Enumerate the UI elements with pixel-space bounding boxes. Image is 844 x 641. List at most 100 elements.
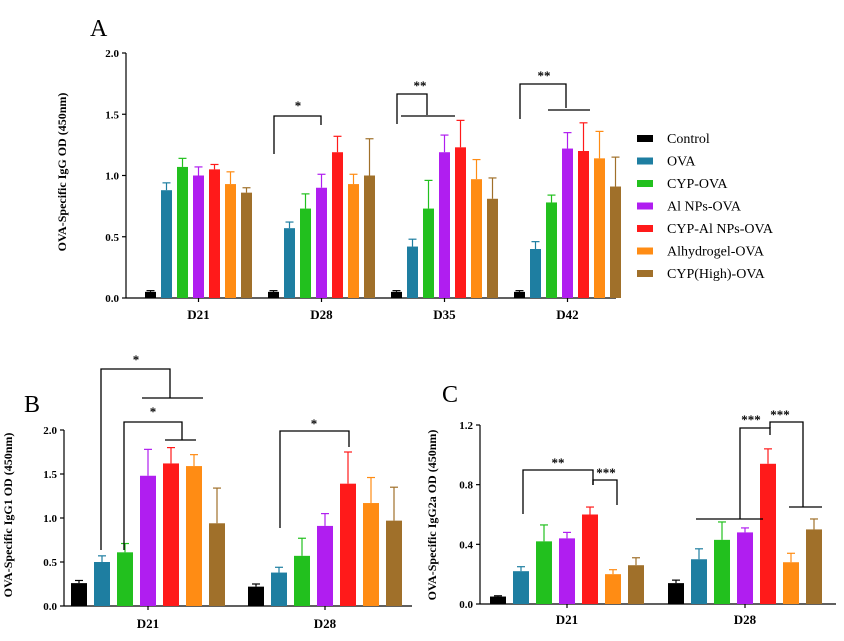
bar <box>760 463 776 604</box>
bar <box>209 523 225 606</box>
bar <box>193 175 204 298</box>
bar <box>241 192 252 298</box>
bar <box>490 596 506 604</box>
legend: Control OVA CYP-OVA Al NPs-OVA CYP-Al NPs-OV… <box>637 132 774 282</box>
y-tick-label: 1.5 <box>43 469 57 481</box>
y-tick-label: 1.5 <box>105 109 119 121</box>
bar <box>578 151 589 298</box>
bar <box>530 249 541 298</box>
bar <box>471 179 482 298</box>
significance-bracket <box>696 427 771 520</box>
significance-bracket <box>769 421 822 508</box>
y-tick-label: 0.8 <box>459 480 473 492</box>
y-tick-label: 0.0 <box>459 599 473 611</box>
bar <box>117 552 133 606</box>
bar <box>582 514 598 604</box>
legend-swatch <box>637 157 653 165</box>
significance-label: * <box>295 98 302 113</box>
significance-bracket <box>396 93 455 124</box>
y-tick-label: 2.0 <box>43 425 57 437</box>
legend-label: CYP-OVA <box>667 177 728 192</box>
y-tick-label: 0.0 <box>43 601 57 613</box>
significance-bracket <box>519 83 590 119</box>
y-tick-label: 1.2 <box>459 420 473 432</box>
bar <box>691 559 707 604</box>
panel-b-y-axis-label: OVA-Specific IgG1 OD (450nm) <box>1 433 15 598</box>
bar <box>145 291 156 298</box>
bar <box>737 532 753 604</box>
significance-bracket <box>279 430 350 528</box>
bar <box>271 572 287 606</box>
bar <box>546 202 557 298</box>
bar <box>407 246 418 298</box>
legend-label: CYP(High)-OVA <box>667 267 766 282</box>
significance-label: ** <box>538 68 551 83</box>
bar <box>300 208 311 298</box>
panel-c-y-axis-label: OVA-Specific IgG2a OD (450nm) <box>425 430 439 601</box>
significance-bracket <box>522 469 594 514</box>
bar <box>161 190 172 298</box>
bar <box>714 539 730 604</box>
panel-b-letter: B <box>24 392 40 418</box>
bar <box>340 483 356 606</box>
panel-c: C OVA-Specific IgG2a OD (450nm) 0.0 0.4 0.… <box>425 382 836 627</box>
y-tick-label: 1.0 <box>105 171 119 183</box>
bar <box>348 184 359 298</box>
bar <box>806 529 822 604</box>
y-tick-label: 2.0 <box>105 48 119 60</box>
significance-label: ** <box>414 78 427 93</box>
significance-label: ** <box>552 455 565 470</box>
significance-bracket <box>123 421 196 550</box>
significance-bracket <box>592 479 618 505</box>
bar <box>391 291 402 298</box>
bar <box>317 525 333 606</box>
y-tick-label: 0.5 <box>43 557 57 569</box>
bar <box>294 555 310 606</box>
legend-swatch <box>637 135 653 142</box>
bar <box>316 187 327 298</box>
bar <box>536 541 552 604</box>
bar <box>487 198 498 298</box>
legend-label: Control <box>667 132 710 147</box>
legend-label: Alhydrogel-OVA <box>667 245 765 260</box>
bar <box>559 538 575 604</box>
y-tick-label: 0.5 <box>105 232 119 244</box>
bar <box>364 175 375 298</box>
legend-label: CYP-Al NPs-OVA <box>667 222 774 237</box>
x-tick-label: D21 <box>187 307 209 322</box>
x-tick-label: D21 <box>137 616 159 631</box>
y-tick-label: 1.0 <box>43 513 57 525</box>
bar <box>513 571 529 604</box>
bar <box>363 503 379 606</box>
bar <box>140 475 156 606</box>
significance-label: *** <box>596 465 616 480</box>
bar <box>71 583 87 606</box>
bar <box>562 148 573 298</box>
bar <box>225 184 236 298</box>
bar <box>668 583 684 604</box>
bar <box>209 169 220 298</box>
bar <box>248 586 264 606</box>
significance-label: * <box>150 404 157 419</box>
legend-label: Al NPs-OVA <box>667 200 742 215</box>
bar <box>610 186 621 298</box>
panel-a-letter: A <box>90 16 108 42</box>
significance-label: *** <box>770 407 790 422</box>
bar <box>284 228 295 298</box>
bar <box>783 562 799 604</box>
panel-a-y-axis-label: OVA-Specific IgG OD (450nm) <box>55 93 69 252</box>
x-tick-label: D21 <box>556 612 578 627</box>
x-tick-label: D42 <box>556 307 578 322</box>
bar <box>332 152 343 298</box>
y-tick-label: 0.0 <box>105 293 119 305</box>
x-tick-label: D28 <box>314 616 337 631</box>
bar <box>163 463 179 606</box>
legend-swatch <box>637 225 653 232</box>
legend-swatch <box>637 270 653 277</box>
significance-label: *** <box>741 412 761 427</box>
significance-bracket <box>100 368 203 550</box>
significance-label: * <box>133 352 140 367</box>
significance-label: * <box>311 416 318 431</box>
bar <box>439 152 450 298</box>
